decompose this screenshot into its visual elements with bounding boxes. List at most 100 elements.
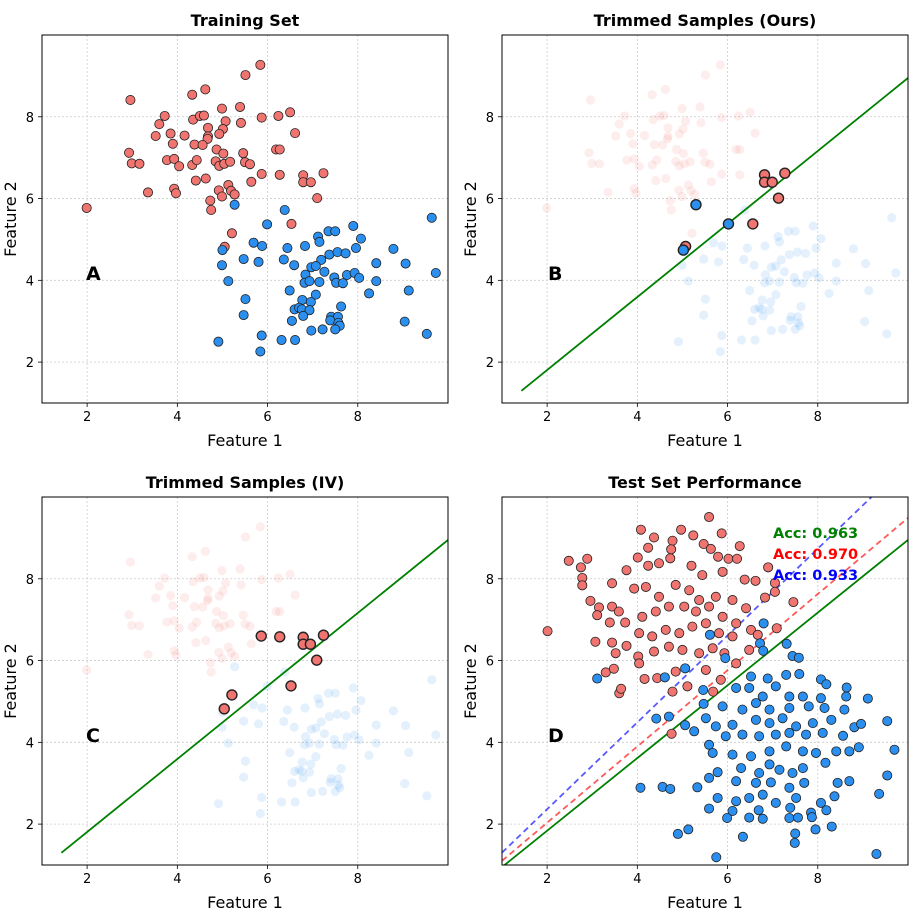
plot-area [502, 35, 908, 403]
faded-training-point [652, 155, 662, 165]
y-tick-label: 8 [26, 111, 34, 126]
point-class1 [781, 638, 792, 649]
point-class0 [226, 689, 238, 701]
faded-training-point [388, 706, 399, 716]
point-class0 [717, 611, 728, 622]
faded-training-point [687, 228, 697, 238]
point-class0 [200, 173, 211, 184]
faded-training-point [750, 304, 760, 314]
faded-training-point [584, 148, 594, 158]
point-class1 [710, 721, 721, 732]
panel-title: Trimmed Samples (Ours) [594, 11, 817, 30]
faded-training-point [197, 602, 208, 612]
point-class1 [750, 777, 761, 788]
point-class0 [621, 640, 632, 651]
faded-training-point [127, 620, 137, 630]
point-class0 [286, 218, 297, 229]
point-class0 [225, 156, 236, 167]
faded-training-point [335, 783, 345, 793]
point-class1 [238, 310, 249, 321]
point-class1 [319, 266, 330, 277]
faded-training-point [706, 177, 716, 187]
point-class0 [240, 70, 251, 81]
faded-training-point [211, 618, 221, 628]
point-class1 [310, 289, 321, 300]
point-class0 [607, 578, 618, 589]
faded-training-point [717, 112, 727, 123]
faded-training-point [757, 295, 767, 305]
faded-training-point [285, 569, 295, 579]
faded-training-point [666, 205, 676, 215]
point-class1 [262, 219, 273, 230]
point-class1 [853, 742, 864, 753]
point-class0 [590, 636, 601, 647]
point-class0 [311, 654, 323, 666]
point-class1 [815, 693, 826, 704]
faded-training-point [808, 221, 818, 231]
faded-training-point [189, 601, 200, 612]
faded-training-point [739, 254, 749, 265]
faded-training-point [758, 311, 768, 321]
faded-training-point [151, 593, 161, 603]
faded-training-point [191, 637, 201, 648]
point-class0 [134, 158, 145, 169]
point-class1 [314, 236, 325, 247]
axes-frame [501, 496, 909, 866]
faded-training-point [240, 619, 250, 629]
faded-training-point [431, 730, 441, 740]
point-class0 [653, 591, 664, 602]
point-class0 [682, 681, 693, 692]
faded-training-point [717, 241, 727, 251]
point-class0 [575, 562, 586, 573]
faded-training-point [294, 765, 304, 775]
faded-training-point [647, 90, 657, 100]
faded-training-point [371, 738, 381, 748]
faded-training-point [192, 617, 202, 627]
y-tick-label: 6 [486, 193, 494, 208]
point-class0 [81, 202, 92, 213]
point-class0 [635, 524, 646, 535]
faded-training-point [356, 696, 366, 706]
point-class1 [256, 330, 267, 341]
point-class0 [317, 629, 330, 641]
faded-training-point [214, 591, 224, 601]
faded-training-point [634, 161, 644, 171]
faded-training-point [319, 729, 329, 739]
faded-training-point [760, 270, 771, 280]
point-class1 [757, 789, 768, 800]
point-class0 [318, 168, 329, 179]
faded-training-point [754, 303, 764, 313]
faded-training-point [665, 196, 675, 206]
faded-training-point [317, 786, 328, 797]
point-class1 [282, 243, 293, 254]
point-class1 [882, 716, 893, 727]
faded-training-point [766, 262, 776, 272]
faded-training-point [735, 144, 745, 155]
point-class0 [607, 601, 618, 612]
faded-training-point [785, 315, 795, 326]
point-class0 [713, 551, 724, 562]
point-class1 [704, 739, 715, 750]
x-tick-label: 4 [633, 410, 641, 425]
faded-training-point [323, 688, 334, 698]
point-class0 [746, 624, 757, 635]
point-class1 [807, 718, 818, 729]
point-class1 [831, 746, 842, 757]
point-class0 [167, 138, 178, 149]
point-class0 [649, 532, 660, 543]
point-class1 [722, 812, 733, 823]
point-class1 [717, 701, 728, 712]
point-class1 [722, 218, 735, 230]
point-class1 [255, 346, 266, 357]
faded-training-point [214, 647, 224, 657]
point-class1 [651, 713, 662, 724]
point-class0 [771, 623, 782, 634]
point-class1 [350, 243, 361, 254]
point-class0 [766, 176, 778, 188]
point-class1 [844, 746, 855, 757]
point-class0 [643, 542, 654, 553]
faded-training-point [239, 716, 249, 726]
faded-training-point [217, 566, 227, 576]
point-class0 [670, 579, 681, 590]
point-class0 [165, 128, 176, 139]
